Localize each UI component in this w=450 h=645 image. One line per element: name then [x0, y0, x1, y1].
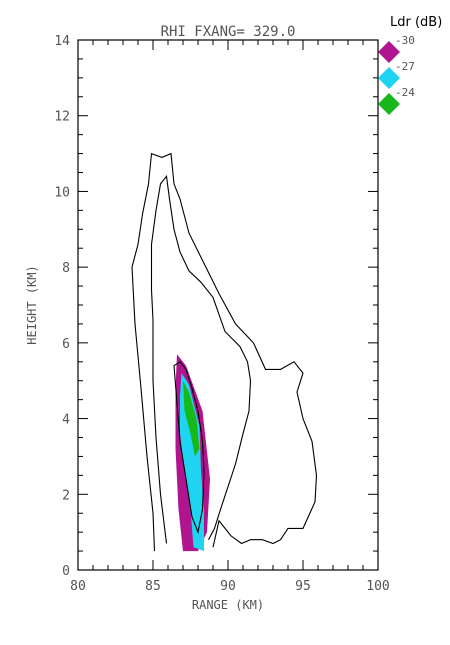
axis-ticks — [77, 39, 379, 571]
y-tick-label-4: 4 — [62, 413, 70, 428]
legend-swatch-1 — [378, 41, 400, 63]
x-tick-label-95: 95 — [295, 579, 311, 594]
legend-label-3: -24 — [395, 86, 415, 99]
plot-frame — [77, 39, 379, 571]
y-tick-label-2: 2 — [62, 488, 70, 503]
legend-label-1: -30 — [395, 34, 415, 47]
ldr-patch-3 — [183, 380, 200, 457]
ldr-patch-2 — [180, 373, 204, 552]
tick-labels: 80 85 90 95 100 0 2 4 6 8 10 12 14 — [54, 34, 389, 594]
contour-inner — [173, 361, 205, 535]
contour-middle — [150, 174, 252, 544]
legend: Ldr (dB) -30 -27 -24 — [378, 15, 442, 115]
y-tick-label-6: 6 — [62, 337, 70, 352]
ldr-patch-layer — [175, 354, 210, 552]
chart-title: RHI FXANG= 329.0 — [161, 24, 296, 40]
legend-swatch-3 — [378, 93, 400, 115]
x-tick-label-80: 80 — [70, 579, 86, 594]
y-tick-label-8: 8 — [62, 261, 70, 276]
contour-outer — [131, 152, 318, 552]
y-axis-label: HEIGHT (KM) — [25, 265, 39, 344]
legend-swatch-2 — [378, 67, 400, 89]
y-tick-label-12: 12 — [54, 110, 70, 125]
x-tick-label-100: 100 — [366, 579, 389, 594]
y-tick-label-10: 10 — [54, 185, 70, 200]
contour-layer — [131, 152, 318, 552]
legend-label-2: -27 — [395, 60, 415, 73]
y-tick-label-14: 14 — [54, 34, 70, 49]
y-tick-label-0: 0 — [62, 564, 70, 579]
legend-title: Ldr (dB) — [390, 15, 442, 30]
x-tick-label-90: 90 — [220, 579, 236, 594]
x-tick-label-85: 85 — [145, 579, 161, 594]
x-axis-label: RANGE (KM) — [192, 598, 264, 612]
